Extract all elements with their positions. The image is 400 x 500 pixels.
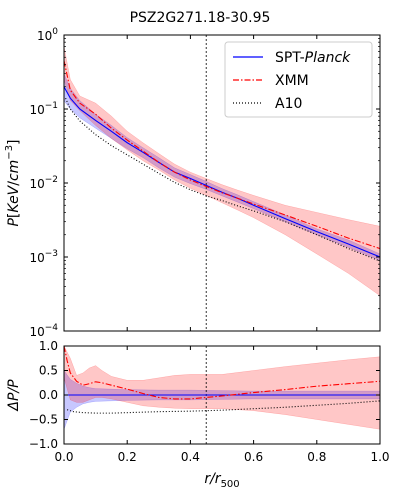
series-xmm <box>64 60 380 250</box>
band-spt-planck <box>64 73 380 261</box>
bottom-x-tick-label: 0.4 <box>181 450 200 464</box>
top-y-tick-label: 10−3 <box>29 249 58 265</box>
ratio-band-xmm <box>64 346 380 430</box>
ratio-series-xmm <box>64 346 380 400</box>
chart-title: PSZ2G271.18-30.95 <box>130 10 271 26</box>
bottom-x-tick-label: 0.6 <box>244 450 263 464</box>
bottom-y-tick-label: −0.5 <box>29 413 58 427</box>
legend-label-a10: A10 <box>275 96 302 112</box>
legend-label-spt-planck: SPT-Planck <box>275 50 351 66</box>
bottom-y-axis-label: ΔP/P <box>6 379 22 412</box>
top-bands <box>64 46 380 296</box>
bottom-y-tick-label: −1.0 <box>29 437 58 451</box>
top-series <box>64 60 380 262</box>
top-y-tick-label: 10−4 <box>29 323 58 339</box>
top-y-tick-label: 100 <box>37 27 58 43</box>
legend-box <box>224 41 373 118</box>
bottom-x-tick-label: 1.0 <box>370 450 389 464</box>
x-axis-label: r/r500 <box>204 471 239 490</box>
ratio-series-a10 <box>66 400 380 414</box>
band-xmm <box>64 46 380 296</box>
top-y-tick-label: 10−2 <box>29 175 58 191</box>
legend-label-xmm: XMM <box>275 73 309 89</box>
bottom-bands <box>64 346 380 430</box>
top-y-tick-label: 10−1 <box>29 101 58 117</box>
bottom-ticks: 0.0 0.2 0.4 0.6 0.8 1.0 −1.0 −0.5 0.0 0.5 1.0 <box>29 339 390 464</box>
bottom-y-tick-label: 0.5 <box>39 364 58 378</box>
bottom-x-tick-label: 0.8 <box>307 450 326 464</box>
bottom-panel: 0.0 0.2 0.4 0.6 0.8 1.0 −1.0 −0.5 0.0 0.5 1.0 ΔP/P… <box>6 339 390 490</box>
ratio-band-spt-planck <box>64 370 380 430</box>
top-ticks: 10−4 10−3 10−2 10−1 100 <box>29 27 381 339</box>
top-y-axis-label: P[KeV/cm−3] <box>4 139 22 226</box>
top-panel: 10−4 10−3 10−2 10−1 100 P[KeV/cm−3] SPT-Plan… <box>4 27 381 339</box>
bottom-series <box>64 346 380 414</box>
series-spt-planck <box>64 86 380 258</box>
bottom-x-tick-label: 0.0 <box>54 450 73 464</box>
bottom-y-tick-label: 0.0 <box>39 388 58 402</box>
legend: SPT-Planck XMM A10 <box>224 41 373 118</box>
bottom-y-tick-label: 1.0 <box>39 339 58 353</box>
bottom-x-tick-label: 0.2 <box>118 450 137 464</box>
